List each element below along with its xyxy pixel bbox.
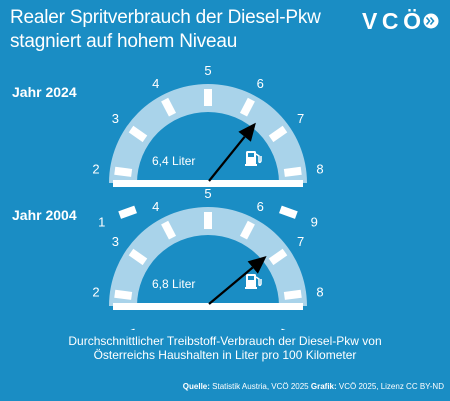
gauge-tick-label: 6: [257, 76, 264, 91]
gauge-tick-label: 2: [92, 161, 99, 176]
gauge-tick: [268, 125, 288, 143]
fuel-pump-icon: [245, 274, 262, 289]
gauge-tick-label: 1: [98, 215, 105, 230]
gauge-tick-label: 7: [297, 111, 304, 126]
gauge-needle: [208, 266, 254, 305]
gauge-tick-label: 8: [316, 161, 323, 176]
gauge-tick: [268, 248, 288, 266]
gauge-tick-label: 3: [112, 234, 119, 249]
gauge-tick-label: 4: [152, 199, 159, 214]
gauge-tick-label: 4: [152, 76, 159, 91]
caption-line-1: Durchschnittlicher Treibstoff-Verbrauch …: [68, 334, 382, 348]
fuel-pump-window: [248, 153, 254, 157]
gauge-tick: [283, 166, 302, 177]
gauge-tick: [161, 220, 177, 240]
gauge-tick-label: 8: [316, 284, 323, 299]
gauge-arc: [109, 84, 307, 183]
chart-caption: Durchschnittlicher Treibstoff-Verbrauch …: [0, 334, 450, 362]
gauge-tick: [114, 289, 133, 300]
fuel-pump-hose: [255, 153, 262, 164]
gauge-arc: [109, 207, 307, 306]
gauge-tick: [239, 97, 255, 117]
gauge-tick: [114, 166, 133, 177]
gauge-tick-label: 5: [204, 186, 211, 201]
gauge-needle: [208, 136, 246, 182]
graphic-text: VCÖ 2025, Lizenz CC BY-ND: [338, 382, 444, 391]
gauge-value-label: 6,8 Liter: [152, 277, 195, 291]
gauge-base: [113, 303, 303, 310]
gauge-label: Jahr 2004: [12, 207, 77, 223]
gauge-tick: [239, 220, 255, 240]
gauge-tick-label: 5: [204, 63, 211, 78]
fuel-pump-window: [248, 276, 254, 280]
gauge-tick-label: 6: [257, 199, 264, 214]
fuel-pump-hose: [255, 276, 262, 287]
title-line-2: stagniert auf hohem Niveau: [10, 31, 238, 52]
gauge-tick: [161, 97, 177, 117]
gauge-tick: [128, 248, 148, 266]
gauge-tick: [279, 205, 298, 219]
arrows-logo-icon: [423, 13, 439, 29]
fuel-pump-icon: [245, 151, 262, 166]
gauge-label: Jahr 2024: [12, 84, 77, 100]
fuel-pump-base: [245, 287, 257, 289]
gauge-tick: [118, 205, 137, 219]
logo-text: VCÖ: [362, 9, 420, 33]
gauge-1: Jahr 2004 1 2 3 4 5 6 7 8 9 6,8 Liter: [12, 186, 324, 330]
gauge-tick-label: 3: [112, 111, 119, 126]
gauge-value-label: 6,4 Liter: [152, 154, 195, 168]
title-line-1: Realer Spritverbrauch der Diesel-Pkw: [10, 7, 321, 28]
gauge-tick: [118, 328, 137, 330]
gauge-needle-head: [247, 256, 267, 274]
source-label: Quelle:: [182, 382, 210, 391]
gauge-tick: [279, 328, 298, 330]
graphic-label: Grafik:: [310, 382, 337, 391]
gauge-tick-label: 7: [297, 234, 304, 249]
gauge-base: [113, 180, 303, 187]
page-title: Realer Spritverbrauch der Diesel-Pkw sta…: [10, 6, 350, 54]
caption-line-2: Österreichs Haushalten in Liter pro 100 …: [93, 348, 357, 362]
gauge-tick: [128, 125, 148, 143]
vco-logo: VCÖ: [362, 9, 439, 33]
gauge-0: Jahr 2024 1 2 3 4 5 6 7 8 9 6,4 Liter: [12, 63, 324, 230]
fuel-pump-base: [245, 164, 257, 166]
gauge-tick: [204, 89, 212, 106]
gauge-tick: [283, 289, 302, 300]
gauge-needle-head: [238, 122, 256, 142]
gauge-tick: [204, 212, 212, 229]
source-note: Quelle: Statistik Austria, VCÖ 2025 Graf…: [183, 382, 444, 391]
gauge-tick-label: 2: [92, 284, 99, 299]
gauge-tick-label: 9: [311, 215, 318, 230]
source-text: Statistik Austria, VCÖ 2025: [212, 382, 309, 391]
